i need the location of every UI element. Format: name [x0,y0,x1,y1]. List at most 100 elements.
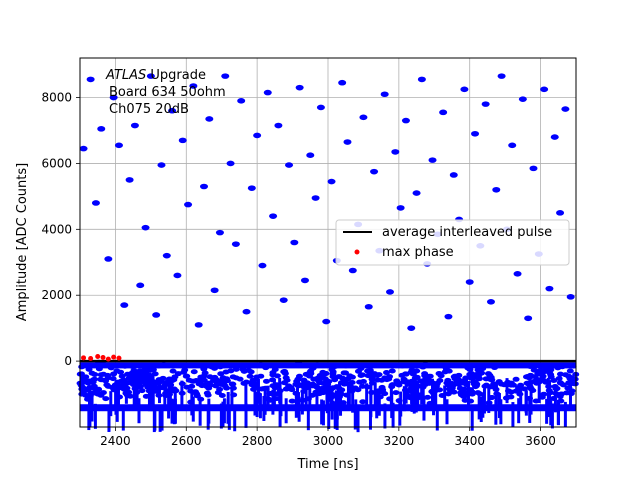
axis-ticks: 2400 2600 2800 3000 3200 3400 3600 0 2000 4000 600… [41,91,555,448]
sample-point [407,325,416,331]
noise-stroke [505,378,509,404]
noise-stroke [369,392,373,418]
noise-stroke [262,395,266,421]
sample-point [109,94,118,101]
noise-point [342,370,350,376]
sample-point [327,178,336,185]
noise-point [97,372,105,378]
noise-stroke [398,400,402,426]
noise-point [139,363,147,369]
sample-point [338,79,347,86]
noise-point [461,378,469,384]
noise-stroke [499,399,503,425]
noise-point [374,377,382,383]
noise-stroke [308,383,312,409]
sample-point [237,98,246,104]
noise-stroke [479,397,483,423]
noise-stroke [553,387,557,413]
sample-point [566,294,575,300]
noise-point [569,363,577,369]
noise-stroke [330,394,334,420]
noise-stroke [356,407,360,433]
noise-point [121,363,129,369]
noise-point [512,376,520,382]
noise-point [222,369,230,375]
sample-point [258,262,267,269]
noise-stroke [477,394,481,420]
noise-point [474,390,482,396]
noise-point [322,370,330,376]
sample-point [168,107,177,114]
noise-stroke [421,378,425,404]
noise-stroke [163,380,167,406]
noise-point [309,365,317,371]
noise-stroke [524,387,528,413]
noise-point [144,375,152,381]
noise-point [410,362,418,368]
noise-point [192,377,200,383]
sample-point [524,315,533,322]
sample-point [210,287,219,294]
noise-point [394,380,402,386]
sample-point [386,289,394,295]
noise-point [538,363,546,369]
noise-point [174,371,182,377]
sample-point [263,89,272,96]
max-phase-point [111,354,117,360]
noise-point [95,366,103,372]
sample-point [497,73,506,79]
noise-point [530,367,538,373]
noise-point [468,371,476,377]
x-axis-label: Time [ns] [296,457,358,472]
legend-dot-icon [354,249,360,255]
noise-point [223,385,231,391]
noise-point [95,386,103,392]
legend: average interleaved pulse max phase [335,219,570,266]
noise-point [475,376,483,382]
noise-stroke [351,387,355,413]
noise-stroke [258,393,262,419]
sample-point [79,145,88,152]
sample-point [141,224,150,231]
noise-stroke [377,390,381,416]
noise-stroke [353,404,357,430]
noise-point [383,377,391,383]
noise-point [424,394,432,400]
noise-point [447,388,455,394]
noise-stroke [445,399,449,425]
noise-point [461,397,469,403]
sample-point [561,106,570,112]
noise-point [566,368,574,374]
noise-point [199,375,207,381]
sample-point [370,168,379,175]
sample-point [146,73,155,79]
sample-point [274,122,283,129]
sample-point [136,282,145,289]
noise-point [342,363,350,369]
sample-point [231,241,240,247]
noise-point [557,391,565,397]
noise-point [531,374,539,380]
noise-stroke [470,405,474,431]
sample-point [285,162,294,168]
sample-point [91,200,100,206]
sample-point [242,308,251,315]
noise-point [398,372,406,378]
noise-point [437,373,445,379]
sample-point [86,76,95,83]
noise-point [566,379,574,385]
sample-point [492,186,501,193]
sample-point [300,277,309,284]
noise-stroke [443,385,447,411]
noise-point [97,392,105,398]
noise-stroke [272,380,276,406]
noise-point [181,367,189,373]
noise-stroke [167,393,171,419]
noise-stroke [563,401,567,427]
sample-point [364,303,373,310]
sample-point [316,104,325,111]
sample-point [247,185,256,191]
noise-point [197,396,205,402]
noise-point [200,366,208,372]
noise-point [185,377,193,383]
